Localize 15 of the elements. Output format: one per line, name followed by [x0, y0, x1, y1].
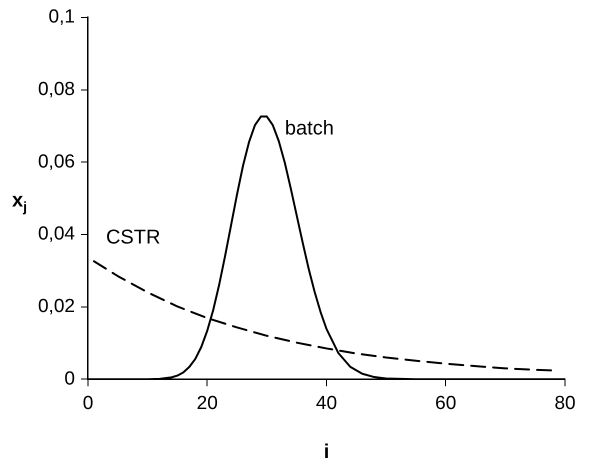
series-label: batch	[284, 118, 334, 140]
y-tick-label: 0,06	[38, 151, 75, 172]
y-tick-label: 0,08	[38, 78, 75, 100]
y-tick-label: 0,02	[38, 296, 75, 318]
y-tick-label: 0	[64, 368, 75, 390]
series-label: CSTR	[106, 226, 160, 248]
x-tick-label: 80	[554, 392, 576, 414]
y-tick-label: 0,1	[48, 6, 75, 28]
x-tick-label: 60	[435, 392, 456, 414]
x-tick-label: 0	[82, 392, 94, 414]
x-axis-title: i	[324, 441, 330, 463]
y-tick-label: 0,04	[38, 224, 76, 245]
line-series	[92, 260, 554, 372]
x-tick-label: 40	[316, 392, 338, 414]
x-tick-label: 20	[196, 392, 218, 414]
